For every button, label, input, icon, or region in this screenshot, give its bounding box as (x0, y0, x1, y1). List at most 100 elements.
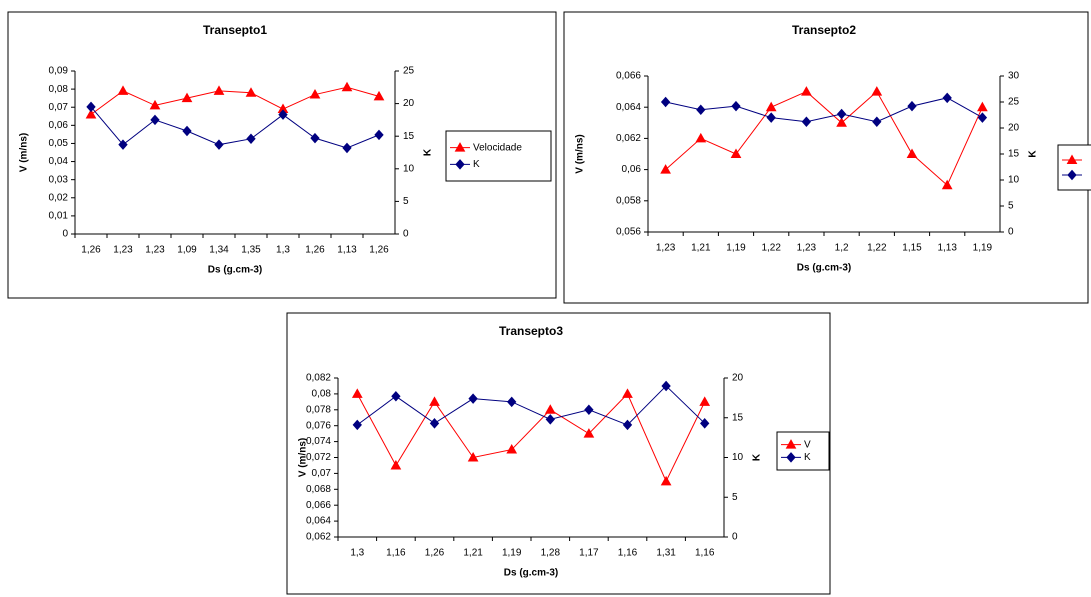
series-line (665, 90, 983, 187)
x-tick-label: 1,2 (835, 243, 849, 254)
data-point (374, 129, 384, 141)
x-tick-label: 1,28 (541, 548, 561, 559)
data-point (391, 391, 401, 402)
series-line (665, 97, 983, 123)
x-tick-label: 1,23 (656, 243, 676, 254)
data-point (660, 475, 672, 486)
data-point (699, 396, 711, 406)
y-tick-label: 0,06 (49, 120, 69, 131)
y2-tick-label: 15 (1008, 149, 1020, 160)
data-point (245, 87, 257, 97)
y2-tick-label: 0 (403, 229, 409, 240)
y-tick-label: 0,064 (306, 516, 331, 527)
y-tick-label: 0,058 (616, 195, 641, 206)
y2-tick-label: 25 (403, 66, 415, 77)
data-point (584, 404, 594, 416)
x-tick-label: 1,23 (145, 245, 165, 256)
data-point (906, 148, 918, 158)
data-point (801, 86, 812, 96)
chart-title: Transepto2 (792, 23, 856, 37)
chart-frame (286, 312, 831, 595)
y-tick-label: 0,056 (616, 227, 641, 238)
y-tick-label: 0,08 (312, 389, 332, 400)
data-point (352, 419, 362, 431)
data-point (801, 116, 812, 128)
data-point (117, 85, 129, 95)
series-line (90, 106, 380, 149)
y-tick-label: 0,076 (306, 420, 331, 431)
data-point (660, 96, 671, 108)
legend-label: Velocidade (473, 142, 522, 153)
y-tick-label: 0,082 (306, 373, 331, 384)
y-tick-label: 0,07 (312, 468, 332, 479)
data-point (766, 112, 776, 123)
x-tick-label: 1,16 (695, 548, 715, 559)
data-point (695, 132, 707, 143)
legend-box (445, 130, 552, 182)
data-point (731, 100, 741, 112)
y-tick-label: 0,01 (49, 211, 69, 222)
legend-marker (454, 142, 466, 152)
x-tick-label: 1,26 (81, 245, 101, 256)
legend-marker (786, 452, 796, 463)
x-tick-label: 1,22 (761, 243, 781, 254)
x-tick-label: 1,26 (305, 245, 325, 256)
data-point (213, 85, 225, 95)
y2-axis-label: K (1028, 150, 1039, 158)
data-point (507, 396, 517, 408)
y-axis-label: V (m/ns) (575, 134, 586, 173)
x-axis-label: Ds (g.cm-3) (797, 263, 851, 274)
data-point (977, 101, 988, 112)
y-axis-label: V (m/ns) (19, 133, 30, 172)
y2-tick-label: 20 (1008, 123, 1020, 134)
data-point (429, 418, 440, 429)
y-tick-label: 0,062 (306, 532, 331, 543)
legend-label: K (804, 452, 811, 463)
y2-tick-label: 15 (403, 131, 415, 142)
data-point (583, 428, 595, 438)
legend-label: K (473, 159, 480, 170)
data-point (429, 396, 440, 406)
y-tick-label: 0,04 (49, 156, 69, 167)
series-line (357, 385, 706, 426)
y2-tick-label: 0 (732, 532, 738, 543)
x-tick-label: 1,21 (463, 548, 483, 559)
data-point (390, 459, 402, 470)
x-tick-label: 1,23 (797, 243, 817, 254)
x-tick-label: 1,17 (579, 548, 599, 559)
data-point (871, 86, 883, 96)
x-tick-label: 1,26 (369, 245, 389, 256)
y-tick-label: 0,068 (306, 484, 331, 495)
y2-tick-label: 0 (1008, 227, 1014, 238)
data-point (544, 404, 556, 414)
y-tick-label: 0,078 (306, 404, 331, 415)
chart-title: Transepto1 (203, 23, 267, 37)
y-tick-label: 0,064 (616, 102, 641, 113)
x-tick-label: 1,3 (276, 245, 290, 256)
y-tick-label: 0,074 (306, 436, 331, 447)
data-point (622, 388, 633, 398)
legend-box (1057, 144, 1091, 191)
x-tick-label: 1,19 (726, 243, 746, 254)
y-tick-label: 0,07 (49, 102, 69, 113)
legend-marker (785, 439, 797, 449)
data-point (182, 125, 192, 137)
data-point (351, 388, 363, 398)
data-point (545, 414, 555, 425)
y2-tick-label: 25 (1008, 97, 1020, 108)
y2-tick-label: 20 (403, 98, 415, 109)
x-axis-label: Ds (g.cm-3) (208, 265, 262, 276)
y-tick-label: 0 (62, 229, 68, 240)
y-tick-label: 0,09 (49, 66, 69, 77)
data-point (341, 81, 353, 92)
data-point (836, 108, 847, 120)
data-point (150, 114, 160, 126)
x-tick-label: 1,23 (113, 245, 133, 256)
data-point (278, 109, 288, 120)
y2-tick-label: 10 (732, 452, 744, 463)
y2-axis-label: K (752, 453, 763, 461)
x-tick-label: 1,22 (867, 243, 887, 254)
x-tick-label: 1,09 (177, 245, 197, 256)
y2-tick-label: 30 (1008, 71, 1020, 82)
y2-tick-label: 15 (732, 412, 744, 423)
